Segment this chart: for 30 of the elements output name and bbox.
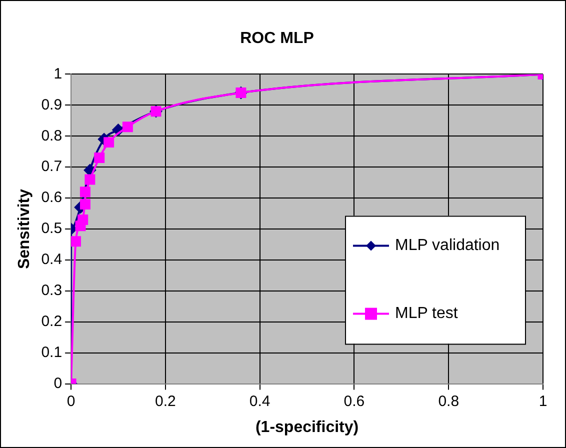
y-tick-label: 0.7 (41, 158, 62, 176)
point (71, 236, 82, 247)
y-tick-label: 0.5 (41, 220, 62, 238)
x-tick-label: 0.2 (155, 392, 176, 410)
x-tick-label: 0.4 (249, 392, 270, 410)
x-tick-label: 0 (66, 392, 76, 410)
x-tick-label: 0.6 (344, 392, 365, 410)
point (122, 122, 133, 132)
y-tick-label: 0.9 (41, 96, 62, 114)
point (80, 186, 90, 198)
point (80, 198, 90, 210)
point (84, 174, 96, 185)
x-axis-title: (1-specificity) (255, 418, 359, 436)
y-axis-title: Sensitivity (16, 188, 34, 270)
point (94, 152, 105, 164)
x-tick-label: 0.8 (438, 392, 460, 410)
x-tick-label: 1 (538, 392, 548, 410)
y-tick-label: 0 (54, 374, 62, 392)
y-tick-label: 1 (54, 65, 62, 82)
y-tick-label: 0.3 (41, 282, 62, 300)
y-tick-label: 0.1 (41, 344, 62, 361)
chart-title: ROC MLP (240, 30, 314, 48)
legend-label: MLP validation (395, 237, 500, 254)
y-tick-label: 0.4 (41, 251, 62, 268)
y-tick-label: 0.2 (41, 313, 62, 330)
y-tick-label: 0.8 (41, 127, 62, 144)
legend-label: MLP test (395, 305, 458, 322)
point (104, 137, 114, 148)
point (78, 214, 88, 225)
y-tick-label: 0.6 (41, 189, 62, 206)
